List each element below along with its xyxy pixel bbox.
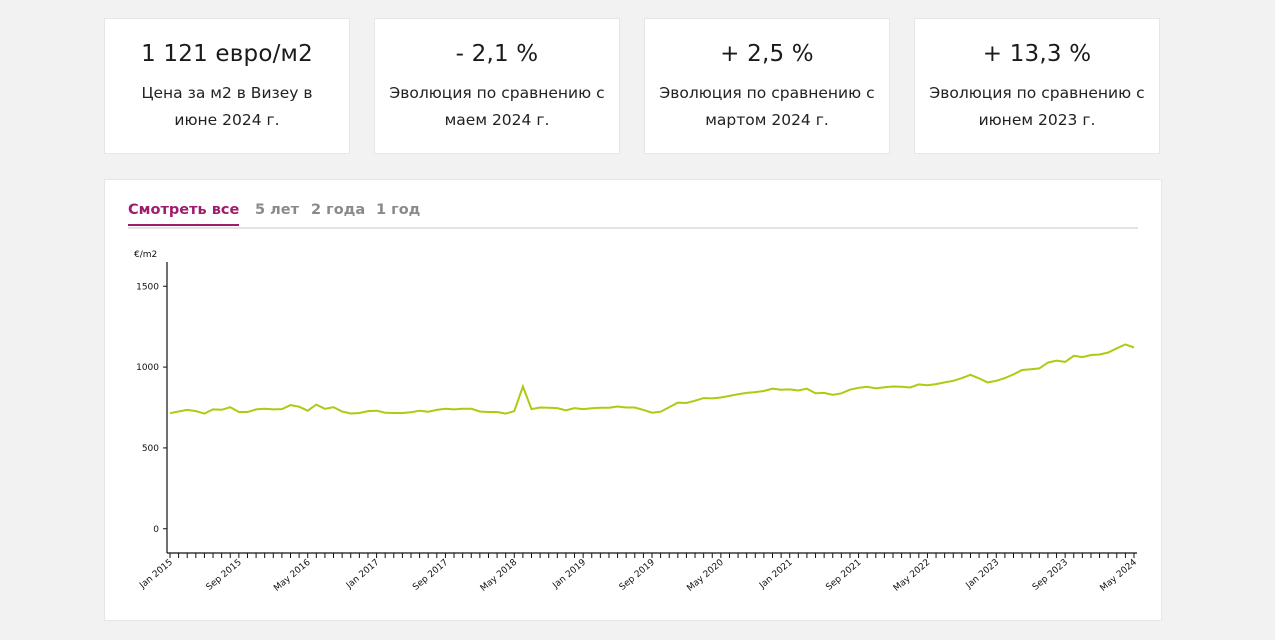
price-chart-panel: Смотреть все 5 лет 2 года 1 год €/m2 0 50… — [104, 179, 1162, 621]
y-tick-label: 500 — [142, 444, 159, 454]
y-tick-label: 1000 — [136, 363, 159, 373]
x-tick-label: Sep 2017 — [411, 558, 450, 593]
kpi-value: + 13,3 % — [982, 41, 1092, 67]
kpi-value: + 2,5 % — [720, 41, 814, 67]
x-tick-label: May 2018 — [479, 557, 520, 593]
x-tick-label: Jan 2015 — [137, 558, 175, 592]
y-axis-label: €/m2 — [134, 250, 157, 260]
x-tick-label: Jan 2023 — [964, 558, 1002, 592]
period-tabs: Смотреть все 5 лет 2 года 1 год — [128, 200, 1138, 229]
x-axis-ticks: Jan 2015 Sep 2015 May 2016 Jan 2017 Sep 2017… — [137, 553, 1139, 594]
x-tick-label: May 2020 — [685, 557, 726, 593]
y-axis-ticks: 0 500 1000 1500 — [136, 282, 167, 535]
price-line-chart: €/m2 0 500 1000 1500 Jan 2015 Sep 2015 May 20… — [134, 250, 1139, 594]
tab-5-years[interactable]: 5 лет — [255, 202, 299, 218]
kpi-value: 1 121 евро/м2 — [141, 41, 313, 67]
kpi-description: Цена за м2 в Визеу в июне 2024 г. — [141, 84, 313, 129]
x-tick-label: Jan 2019 — [551, 557, 589, 591]
x-tick-label: May 2024 — [1099, 557, 1140, 593]
x-tick-label: Jan 2021 — [757, 558, 795, 592]
y-tick-label: 1500 — [136, 282, 159, 292]
x-tick-label: Sep 2023 — [1031, 558, 1070, 593]
kpi-description: Эволюция по сравнению с мартом 2024 г. — [659, 84, 875, 129]
tab-1-year[interactable]: 1 год — [376, 202, 421, 218]
kpi-description: Эволюция по сравнению с маем 2024 г. — [389, 84, 605, 129]
series-line — [169, 343, 1135, 415]
kpi-value: - 2,1 % — [455, 41, 539, 67]
x-tick-label: Sep 2015 — [205, 558, 244, 593]
x-tick-label: Jan 2017 — [344, 558, 382, 592]
x-tick-label: May 2016 — [272, 557, 313, 593]
kpi-description: Эволюция по сравнению с июнем 2023 г. — [929, 84, 1145, 129]
x-tick-label: May 2022 — [892, 558, 932, 594]
kpi-card-quarter-change: + 2,5 % Эволюция по сравнению с мартом 2… — [644, 18, 890, 154]
y-tick-label: 0 — [153, 525, 159, 535]
x-tick-label: Sep 2021 — [824, 558, 863, 593]
kpi-card-year-change: + 13,3 % Эволюция по сравнению с июнем 2… — [914, 18, 1160, 154]
tab-all[interactable]: Смотреть все — [128, 202, 240, 226]
kpi-card-month-change: - 2,1 % Эволюция по сравнению с маем 202… — [374, 18, 620, 154]
kpi-card-price: 1 121 евро/м2 Цена за м2 в Визеу в июне … — [104, 18, 350, 154]
tab-2-years[interactable]: 2 года — [311, 202, 366, 218]
x-tick-label: Sep 2019 — [618, 557, 657, 592]
